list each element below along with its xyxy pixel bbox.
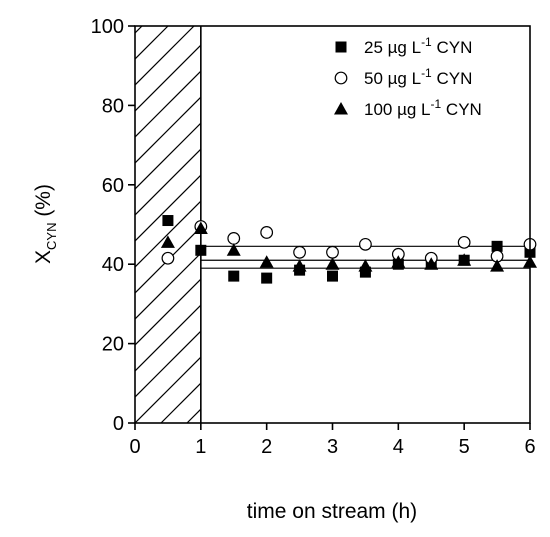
y-axis-label-rest: (%) bbox=[32, 184, 55, 223]
y-tick-label: 80 bbox=[102, 95, 124, 117]
series-2 bbox=[161, 220, 537, 265]
legend-marker-1 bbox=[335, 41, 347, 53]
data-point bbox=[160, 235, 175, 248]
x-tick-label: 6 bbox=[524, 436, 535, 458]
data-point bbox=[293, 245, 306, 259]
data-point bbox=[327, 270, 338, 282]
data-point bbox=[457, 235, 471, 249]
y-axis-label-main: X bbox=[32, 250, 55, 264]
data-point bbox=[162, 215, 174, 227]
legend-label-3: 100 µg L-1 CYN bbox=[364, 97, 482, 119]
data-point bbox=[228, 270, 240, 282]
data-point bbox=[226, 243, 241, 256]
data-point bbox=[326, 245, 339, 259]
data-point bbox=[161, 251, 175, 265]
data-points bbox=[160, 215, 537, 284]
data-point bbox=[490, 259, 505, 272]
data-point bbox=[391, 255, 406, 268]
x-tick-label: 2 bbox=[261, 436, 272, 458]
y-tick-label: 40 bbox=[102, 254, 124, 276]
data-point bbox=[358, 259, 373, 272]
data-point bbox=[292, 259, 307, 272]
series-1 bbox=[162, 215, 536, 284]
y-tick-label: 20 bbox=[102, 334, 124, 356]
series-3 bbox=[160, 221, 537, 272]
legend-label-1: 25 µg L-1 CYN bbox=[364, 35, 472, 57]
data-point bbox=[193, 221, 208, 234]
y-tick-label: 0 bbox=[113, 413, 124, 435]
legend: 25 µg L-1 CYN 50 µg L-1 CYN 100 µg L-1 CYN bbox=[334, 35, 482, 119]
x-tick-label: 3 bbox=[327, 436, 338, 458]
data-point bbox=[195, 244, 207, 256]
hatch-lines bbox=[135, 26, 201, 423]
data-point bbox=[359, 237, 372, 251]
legend-label-2: 50 µg L-1 CYN bbox=[364, 66, 472, 88]
legend-marker-3 bbox=[334, 102, 348, 115]
x-tick-label: 0 bbox=[129, 436, 140, 458]
x-axis-label: time on stream (h) bbox=[247, 500, 417, 523]
data-point bbox=[259, 255, 274, 268]
legend-marker-2 bbox=[334, 71, 348, 85]
data-point bbox=[424, 257, 439, 270]
x-tick-label: 5 bbox=[459, 436, 470, 458]
y-axis-label: XCYN (%) bbox=[32, 184, 59, 264]
y-tick-label: 60 bbox=[102, 175, 124, 197]
data-point bbox=[260, 226, 274, 239]
data-point bbox=[359, 266, 371, 278]
x-tick-label: 1 bbox=[195, 436, 206, 458]
y-tick-label: 100 bbox=[91, 16, 124, 38]
x-tick-label: 4 bbox=[393, 436, 404, 458]
data-point bbox=[261, 272, 273, 284]
y-axis-label-sub: CYN bbox=[44, 223, 59, 250]
data-point bbox=[457, 253, 472, 266]
data-point bbox=[227, 231, 241, 245]
data-point bbox=[491, 240, 503, 252]
data-point bbox=[325, 257, 340, 270]
